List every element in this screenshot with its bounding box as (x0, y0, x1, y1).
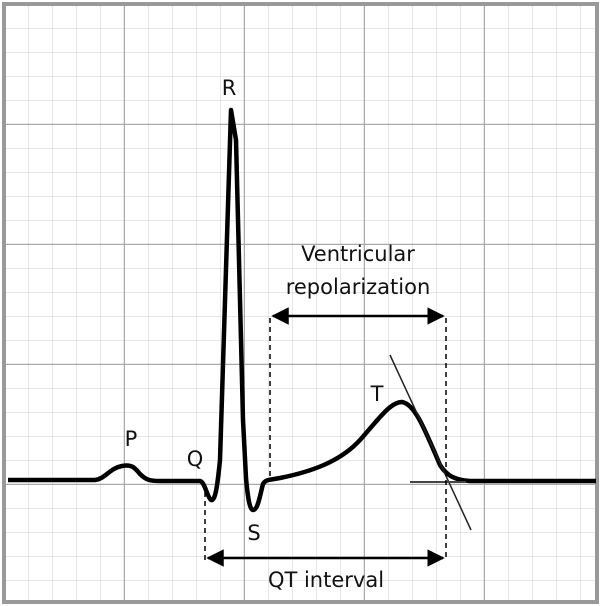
wave-label: T (370, 382, 384, 406)
annotation: repolarization (286, 275, 431, 299)
wave-label: R (222, 76, 237, 100)
wave-label: P (125, 427, 138, 451)
tangent-line (389, 354, 472, 531)
annotation: QT interval (268, 568, 384, 592)
wave-label: S (247, 521, 260, 545)
annotation: Ventricular (301, 242, 415, 266)
ecg-trace (8, 107, 596, 513)
major-grid (5, 5, 596, 601)
wave-label: Q (187, 447, 204, 471)
